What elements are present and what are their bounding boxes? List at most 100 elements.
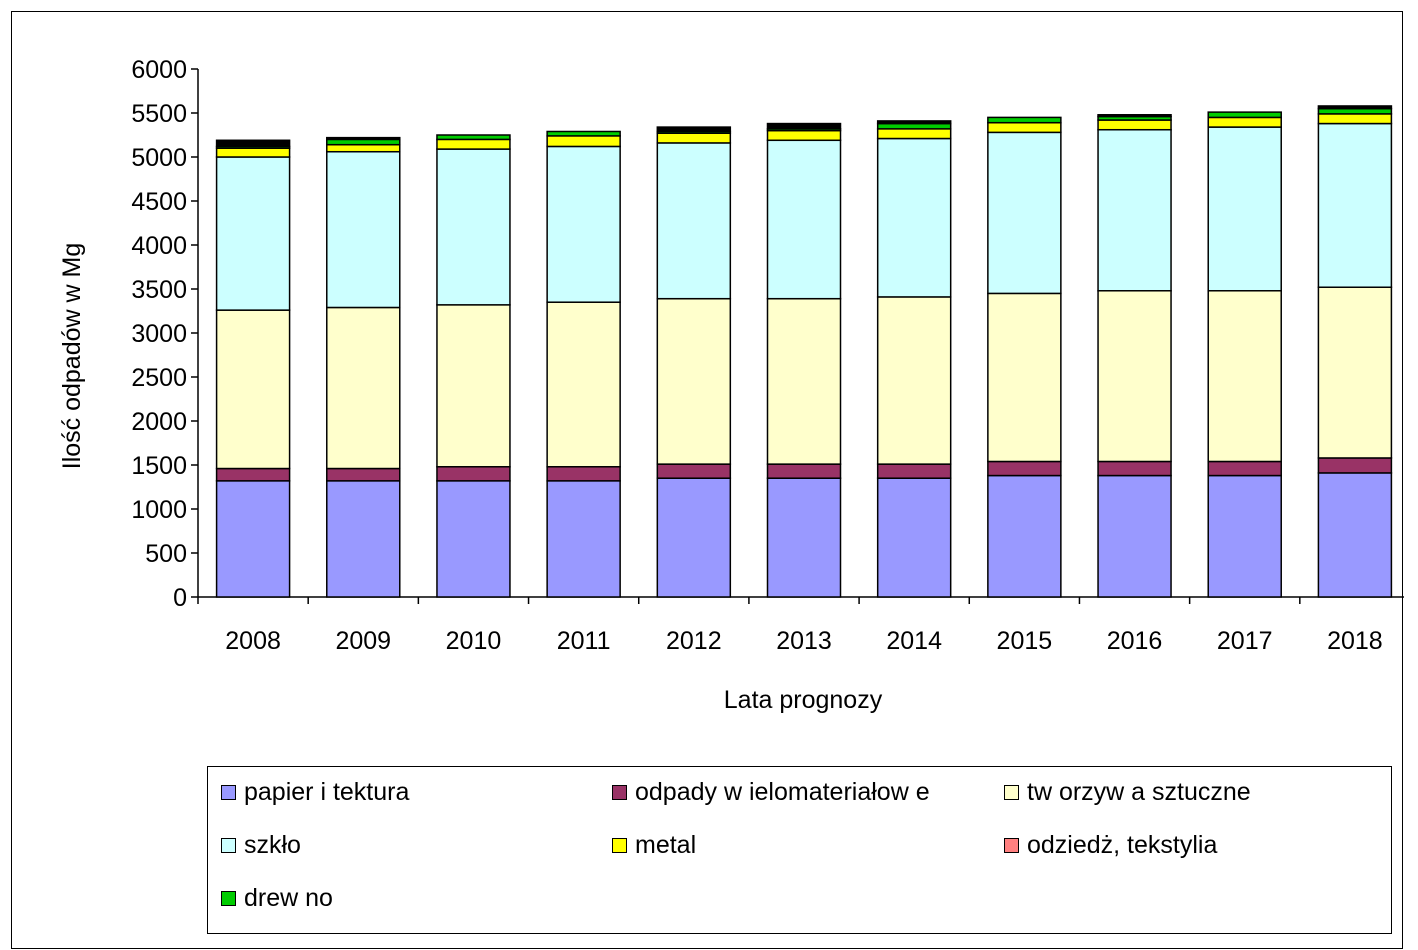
bar-segment-2018-odpady-w-ielomateria-ow-e bbox=[1317, 457, 1393, 474]
y-axis-title: Ilość odpadów w Mg bbox=[58, 243, 86, 470]
y-tick-label: 500 bbox=[145, 540, 187, 568]
bar-segment-2009-papier-i-tektura bbox=[326, 480, 401, 598]
legend-swatch bbox=[612, 838, 627, 853]
bar-segment-2009-series-7 bbox=[326, 136, 401, 141]
legend-item: odpady w ielomateriałow e bbox=[612, 778, 930, 807]
bar-segment-2009-odpady-w-ielomateria-ow-e bbox=[326, 467, 401, 482]
legend-item: papier i tektura bbox=[221, 778, 409, 807]
y-tick-label: 5000 bbox=[131, 144, 187, 172]
legend-swatch bbox=[612, 785, 627, 800]
legend-item: szkło bbox=[221, 831, 301, 860]
bar-segment-2015-metal bbox=[987, 121, 1062, 134]
bar-segment-2017-tw-orzyw-a-sztuczne bbox=[1207, 290, 1282, 463]
bar-segment-2011-metal bbox=[546, 135, 621, 148]
bar-segment-2011-drew-no bbox=[546, 130, 621, 137]
bar-segment-2013-tw-orzyw-a-sztuczne bbox=[766, 297, 842, 465]
legend-label: tw orzyw a sztuczne bbox=[1027, 778, 1251, 806]
bar-segment-2013-metal bbox=[766, 129, 842, 142]
bar-segment-2011-szk-o bbox=[546, 145, 621, 303]
legend-swatch bbox=[221, 891, 236, 906]
bar-segment-2011-papier-i-tektura bbox=[546, 480, 621, 598]
y-tick-label: 4000 bbox=[131, 232, 187, 260]
x-tick-label: 2012 bbox=[666, 627, 722, 655]
bar-segment-2016-papier-i-tektura bbox=[1097, 474, 1172, 598]
legend-swatch bbox=[1004, 838, 1019, 853]
bar-segment-2008-papier-i-tektura bbox=[215, 480, 291, 598]
bar-segment-2010-papier-i-tektura bbox=[436, 480, 511, 598]
legend-item: metal bbox=[612, 831, 696, 860]
bar-segment-2012-papier-i-tektura bbox=[656, 477, 732, 598]
bar-segment-2015-tw-orzyw-a-sztuczne bbox=[987, 292, 1062, 463]
bar-segment-2012-odpady-w-ielomateria-ow-e bbox=[656, 463, 732, 479]
bar-segment-2018-papier-i-tektura bbox=[1317, 472, 1393, 598]
x-tick-label: 2008 bbox=[225, 627, 281, 655]
y-tick-label: 0 bbox=[173, 584, 187, 612]
bar-segment-2011-tw-orzyw-a-sztuczne bbox=[546, 301, 621, 468]
legend-label: papier i tektura bbox=[244, 778, 410, 806]
bar-segment-2015-odpady-w-ielomateria-ow-e bbox=[987, 460, 1062, 477]
bar-segment-2013-odpady-w-ielomateria-ow-e bbox=[766, 463, 842, 479]
bar-segment-2018-metal bbox=[1317, 113, 1393, 125]
y-tick-label: 5500 bbox=[131, 100, 187, 128]
bar-segment-2012-szk-o bbox=[656, 142, 732, 300]
bar-segment-2018-tw-orzyw-a-sztuczne bbox=[1317, 286, 1393, 459]
bar-segment-2013-szk-o bbox=[766, 139, 842, 300]
legend-swatch bbox=[221, 838, 236, 853]
x-tick-label: 2013 bbox=[776, 627, 832, 655]
bar-segment-2016-odpady-w-ielomateria-ow-e bbox=[1097, 460, 1172, 477]
bar-segment-2017-papier-i-tektura bbox=[1207, 474, 1282, 598]
y-tick-label: 3000 bbox=[131, 320, 187, 348]
bar-segment-2014-metal bbox=[876, 128, 952, 140]
bar-segment-2014-szk-o bbox=[876, 137, 952, 298]
legend-label: odziedż, tekstylia bbox=[1027, 831, 1218, 859]
bar-segment-2018-drew-no bbox=[1317, 107, 1393, 115]
bar-segment-2017-metal bbox=[1207, 116, 1282, 128]
x-tick-label: 2016 bbox=[1107, 627, 1163, 655]
x-tick-label: 2014 bbox=[886, 627, 942, 655]
x-tick-label: 2010 bbox=[446, 627, 502, 655]
x-tick-label: 2017 bbox=[1217, 627, 1273, 655]
bar-segment-2008-series-7 bbox=[215, 139, 291, 148]
bar-segment-2010-metal bbox=[436, 138, 511, 150]
legend: papier i tektura odpady w ielomateriałow … bbox=[207, 766, 1392, 934]
x-tick-label: 2009 bbox=[335, 627, 391, 655]
bar-segment-2014-drew-no bbox=[876, 122, 952, 130]
bar-segment-2015-papier-i-tektura bbox=[987, 474, 1062, 598]
legend-item: tw orzyw a sztuczne bbox=[1004, 778, 1251, 807]
bar-segment-2013-series-7 bbox=[766, 122, 842, 130]
x-tick-label: 2015 bbox=[997, 627, 1053, 655]
bar-segment-2013-papier-i-tektura bbox=[766, 477, 842, 598]
chart-plot: 0 500 1000 1500 2000 2500 3000 3500 4000 4500 5000… bbox=[58, 56, 1404, 714]
bar-segment-2018-szk-o bbox=[1317, 122, 1393, 288]
bar-segment-2012-metal bbox=[656, 132, 732, 144]
bar-segment-2010-tw-orzyw-a-sztuczne bbox=[436, 304, 511, 468]
legend-label: drew no bbox=[244, 884, 333, 912]
bar-segment-2009-tw-orzyw-a-sztuczne bbox=[326, 306, 401, 470]
bar-segment-2014-papier-i-tektura bbox=[876, 477, 952, 598]
bar-segment-2008-metal bbox=[215, 147, 291, 158]
y-tick-label: 6000 bbox=[131, 56, 187, 84]
legend-swatch bbox=[1004, 785, 1019, 800]
bar-segment-2014-tw-orzyw-a-sztuczne bbox=[876, 296, 952, 465]
y-tick-label: 2000 bbox=[131, 408, 187, 436]
bar-segment-2016-szk-o bbox=[1097, 128, 1172, 292]
y-tick-label: 2500 bbox=[131, 364, 187, 392]
bar-segment-2009-metal bbox=[326, 143, 401, 153]
bar-segment-2016-tw-orzyw-a-sztuczne bbox=[1097, 290, 1172, 463]
bar-segment-2009-drew-no bbox=[326, 138, 401, 146]
bar-segment-2011-odpady-w-ielomateria-ow-e bbox=[546, 466, 621, 482]
bar-segment-2010-drew-no bbox=[436, 134, 511, 141]
bar-segment-2008-szk-o bbox=[215, 156, 291, 311]
x-tick-label: 2011 bbox=[557, 627, 611, 655]
bar-segment-2012-series-7 bbox=[656, 126, 732, 133]
bar-segment-2008-tw-orzyw-a-sztuczne bbox=[215, 309, 291, 470]
bar-segment-2015-szk-o bbox=[987, 131, 1062, 295]
legend-item: odziedż, tekstylia bbox=[1004, 831, 1217, 860]
bar-segment-2014-odpady-w-ielomateria-ow-e bbox=[876, 463, 952, 479]
bar-segment-2015-drew-no bbox=[987, 116, 1062, 124]
bar-segment-2017-odpady-w-ielomateria-ow-e bbox=[1207, 460, 1282, 477]
bar-segment-2017-szk-o bbox=[1207, 126, 1282, 292]
bar-segment-2010-szk-o bbox=[436, 148, 511, 306]
y-tick-label: 1000 bbox=[131, 496, 187, 524]
legend-label: metal bbox=[635, 831, 697, 859]
